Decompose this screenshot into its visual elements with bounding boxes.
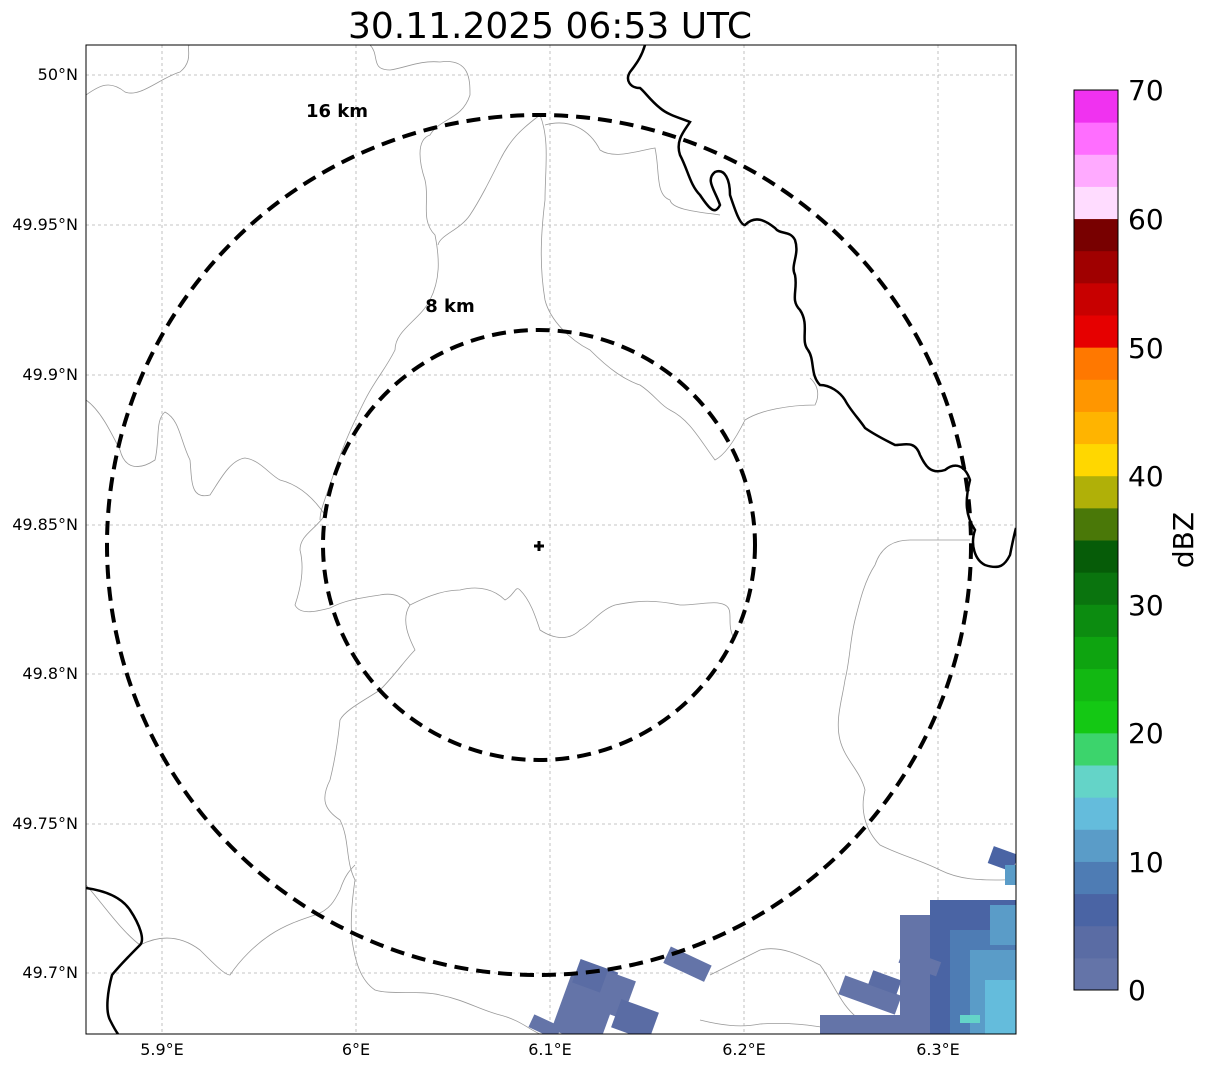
admin-boundaries xyxy=(86,45,1016,1034)
colorbar-swatch xyxy=(1074,572,1118,605)
colorbar-swatch xyxy=(1074,218,1118,252)
colorbar-swatch xyxy=(1074,90,1118,123)
colorbar-tick-label: 60 xyxy=(1128,203,1164,236)
colorbar-swatch xyxy=(1074,700,1118,734)
lon-tick-label: 5.9°E xyxy=(140,1040,184,1059)
range-ring-label-16km: 16 km xyxy=(306,101,368,122)
range-ring-8km xyxy=(321,328,757,762)
colorbar-swatch xyxy=(1074,668,1118,702)
colorbar-swatch xyxy=(1074,250,1118,284)
colorbar-ticks: 70 60 50 40 30 20 10 0 xyxy=(1128,74,1164,1007)
colorbar-swatch xyxy=(1074,507,1118,541)
lat-tick-label: 49.9°N xyxy=(22,365,78,384)
colorbar-swatch xyxy=(1074,765,1118,798)
lat-tick-label: 49.8°N xyxy=(22,664,78,683)
echo-cluster-south xyxy=(528,946,712,1034)
colorbar-tick-label: 40 xyxy=(1128,460,1164,493)
colorbar-frame xyxy=(1073,89,1119,991)
plus-icon xyxy=(534,541,544,551)
colorbar-swatch xyxy=(1074,829,1118,862)
map-title: 30.11.2025 06:53 UTC xyxy=(348,6,752,47)
range-rings xyxy=(105,113,973,977)
colorbar-swatch xyxy=(1074,122,1118,155)
lat-tick-labels: 50°N 49.95°N 49.9°N 49.85°N 49.8°N 49.75… xyxy=(12,65,78,982)
colorbar-swatch xyxy=(1074,315,1118,348)
colorbar-swatch xyxy=(1074,347,1118,380)
range-ring-16km xyxy=(105,113,973,977)
colorbar-tick-label: 20 xyxy=(1128,717,1164,750)
lon-tick-label: 6.3°E xyxy=(916,1040,960,1059)
lat-tick-label: 49.95°N xyxy=(12,215,78,234)
colorbar-swatch xyxy=(1074,540,1118,573)
colorbar-tick-label: 10 xyxy=(1128,846,1164,879)
colorbar-swatch xyxy=(1074,893,1118,927)
colorbar-swatch xyxy=(1074,186,1118,220)
lat-tick-label: 50°N xyxy=(38,65,78,84)
range-ring-label-8km: 8 km xyxy=(425,296,475,317)
colorbar-tick-label: 70 xyxy=(1128,74,1164,107)
lat-tick-label: 49.75°N xyxy=(12,814,78,833)
lat-tick-label: 49.7°N xyxy=(22,963,78,982)
map-plot-area xyxy=(86,45,1016,1034)
colorbar-swatch xyxy=(1074,636,1118,670)
colorbar-swatch xyxy=(1074,475,1118,509)
colorbar-tick-label: 50 xyxy=(1128,332,1164,365)
colorbar-axis-label: dBZ xyxy=(1167,512,1200,568)
echo-cluster-southeast xyxy=(820,846,1016,1034)
colorbar-swatch xyxy=(1074,604,1118,637)
colorbar-swatch xyxy=(1074,411,1118,445)
colorbar-swatch xyxy=(1074,925,1118,959)
colorbar-swatch xyxy=(1074,861,1118,895)
colorbar-swatch xyxy=(1074,154,1118,187)
lat-tick-label: 49.85°N xyxy=(12,515,78,534)
colorbar-swatch xyxy=(1074,797,1118,830)
colorbar-swatch xyxy=(1074,732,1118,766)
colorbar-swatch xyxy=(1074,443,1118,477)
lon-tick-label: 6°E xyxy=(342,1040,370,1059)
lon-tick-label: 6.1°E xyxy=(528,1040,572,1059)
colorbar-swatch xyxy=(1074,957,1118,991)
gridlines xyxy=(86,45,1016,1034)
map-frame xyxy=(85,44,1017,1035)
lon-tick-labels: 5.9°E 6°E 6.1°E 6.2°E 6.3°E xyxy=(140,1040,960,1059)
colorbar-tick-label: 0 xyxy=(1128,974,1146,1007)
colorbar-swatch xyxy=(1074,379,1118,412)
national-border xyxy=(86,45,1016,1034)
lon-tick-label: 6.2°E xyxy=(722,1040,766,1059)
radar-echoes xyxy=(528,846,1016,1034)
colorbar-swatch xyxy=(1074,282,1118,316)
colorbar xyxy=(1074,90,1118,991)
colorbar-tick-label: 30 xyxy=(1128,589,1164,622)
